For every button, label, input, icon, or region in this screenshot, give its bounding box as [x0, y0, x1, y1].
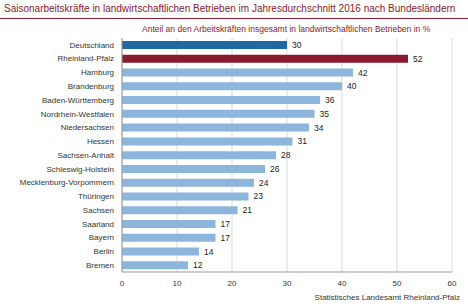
- svg-text:17: 17: [221, 233, 231, 243]
- svg-text:60: 60: [448, 279, 457, 288]
- svg-text:Schleswig-Holstein: Schleswig-Holstein: [46, 165, 114, 174]
- svg-text:Hessen: Hessen: [87, 137, 114, 146]
- svg-text:Nordrhein-Westfalen: Nordrhein-Westfalen: [41, 110, 114, 119]
- svg-text:21: 21: [243, 205, 253, 215]
- svg-text:28: 28: [281, 150, 291, 160]
- svg-text:26: 26: [270, 164, 280, 174]
- svg-text:40: 40: [347, 81, 357, 91]
- svg-text:14: 14: [204, 247, 214, 257]
- svg-text:50: 50: [393, 279, 402, 288]
- svg-text:24: 24: [259, 178, 269, 188]
- svg-text:23: 23: [254, 191, 264, 201]
- svg-text:Thüringen: Thüringen: [78, 192, 114, 201]
- svg-text:52: 52: [413, 54, 423, 64]
- svg-text:Hamburg: Hamburg: [81, 68, 114, 77]
- svg-text:Bayern: Bayern: [89, 233, 114, 242]
- svg-text:20: 20: [228, 279, 237, 288]
- svg-text:42: 42: [358, 68, 368, 78]
- svg-text:Mecklenburg-Vorpommern: Mecklenburg-Vorpommern: [20, 178, 114, 187]
- html-text:Statistisches Landesamt Rheinl: Statistisches Landesamt Rheinland-Pfalz: [314, 293, 460, 302]
- svg-text:12: 12: [193, 260, 203, 270]
- svg-text:Deutschland: Deutschland: [70, 41, 114, 50]
- html-text:Saisonarbeitskräfte in landwir: Saisonarbeitskräfte in landwirtschaftlic…: [4, 3, 456, 14]
- svg-text:Baden-Württemberg: Baden-Württemberg: [42, 96, 114, 105]
- svg-text:Rheinland-Pfalz: Rheinland-Pfalz: [58, 54, 114, 63]
- html-text:Anteil an den Arbeitskräften i: Anteil an den Arbeitskräften insgesamt i…: [142, 24, 431, 34]
- svg-text:10: 10: [173, 279, 182, 288]
- svg-text:40: 40: [338, 279, 347, 288]
- svg-text:36: 36: [325, 95, 335, 105]
- svg-text:0: 0: [120, 279, 125, 288]
- svg-text:Sachsen-Anhalt: Sachsen-Anhalt: [58, 151, 115, 160]
- svg-text:Saarland: Saarland: [82, 220, 114, 229]
- svg-text:31: 31: [298, 136, 308, 146]
- svg-text:Berlin: Berlin: [94, 247, 114, 256]
- svg-text:Brandenburg: Brandenburg: [68, 82, 114, 91]
- svg-text:Niedersachsen: Niedersachsen: [61, 123, 114, 132]
- svg-text:30: 30: [292, 40, 302, 50]
- svg-text:Bremen: Bremen: [86, 261, 114, 270]
- svg-text:Sachsen: Sachsen: [83, 206, 114, 215]
- svg-text:35: 35: [320, 109, 330, 119]
- svg-text:30: 30: [283, 279, 292, 288]
- svg-text:34: 34: [314, 123, 324, 133]
- svg-text:17: 17: [221, 219, 231, 229]
